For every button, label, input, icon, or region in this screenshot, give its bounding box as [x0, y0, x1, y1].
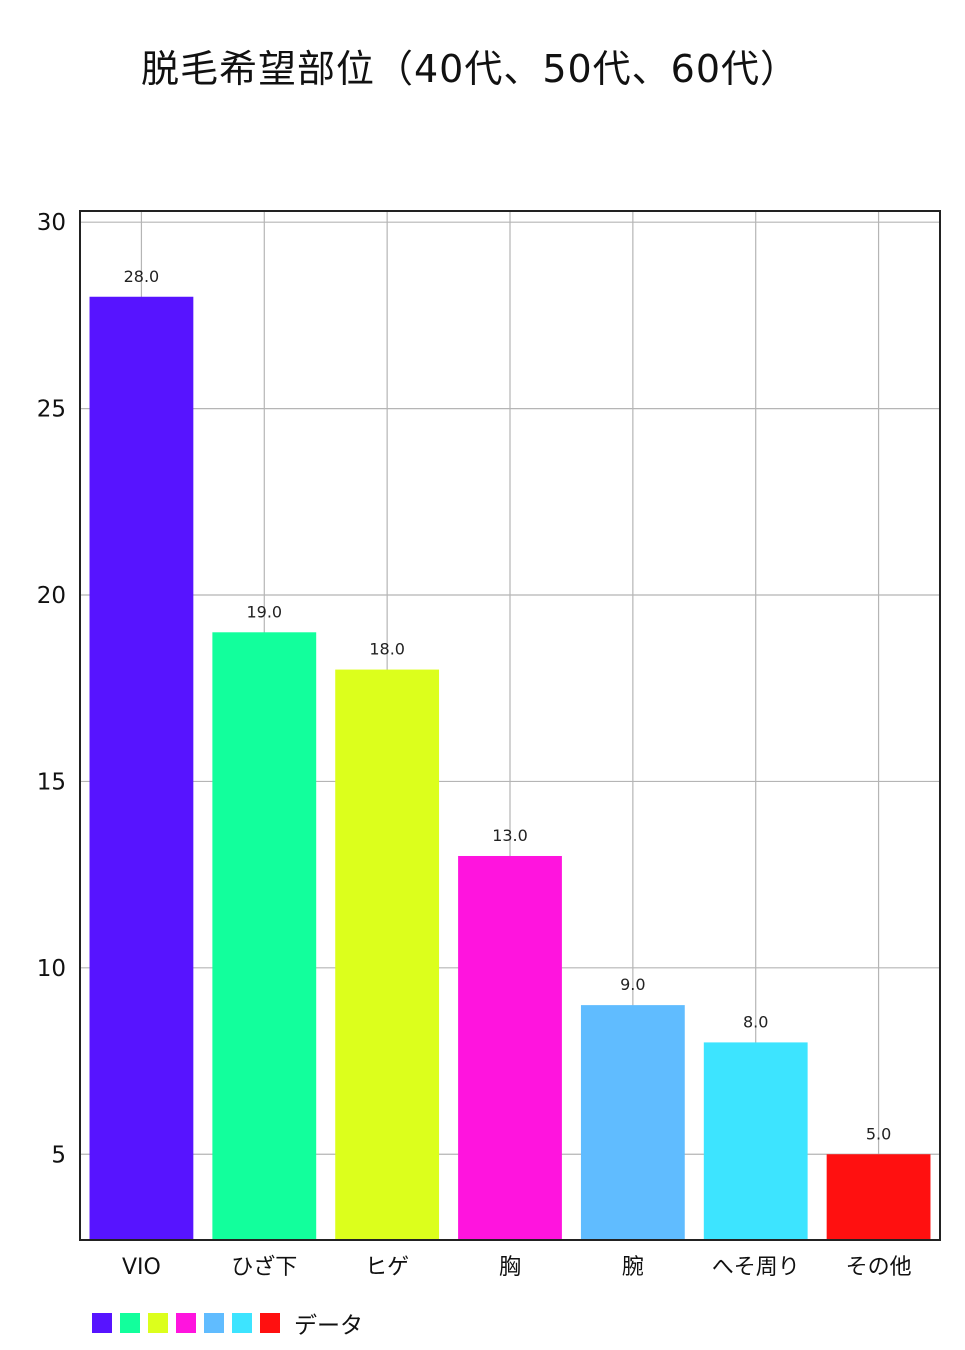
data-label: 13.0: [492, 826, 528, 845]
bars: [89, 296, 931, 1240]
y-tick-label: 30: [37, 210, 66, 236]
y-tick-label: 10: [37, 956, 66, 982]
legend-series-label: データ: [294, 1313, 363, 1339]
legend-swatches: [92, 1313, 288, 1333]
x-tick-label: その他: [846, 1255, 912, 1280]
x-tick-label: VIO: [122, 1255, 161, 1280]
legend-swatch: [120, 1313, 140, 1333]
chart-title: 脱毛希望部位（40代、50代、60代）: [140, 47, 800, 91]
x-tick-label: ひざ下: [231, 1254, 297, 1280]
y-tick-label: 5: [51, 1142, 66, 1168]
data-label: 5.0: [866, 1124, 891, 1143]
x-tick-label: ヒゲ: [365, 1255, 409, 1280]
bar: [335, 669, 440, 1240]
y-axis-ticks: 5 10 15 20 25 30: [37, 210, 66, 1168]
legend-swatch: [176, 1313, 196, 1333]
bar: [580, 1005, 685, 1240]
x-tick-label: 胸: [499, 1255, 521, 1280]
bar: [458, 855, 562, 1240]
data-label: 9.0: [620, 975, 645, 994]
plot-frame: [79, 210, 941, 1241]
data-labels: 28.0 19.0 18.0 13.0 9.0 8.0 5.0: [124, 267, 892, 1144]
x-axis-categories: VIO ひざ下 ヒゲ 胸 腕 へそ周り その他: [122, 1254, 912, 1280]
legend-swatch: [260, 1313, 280, 1333]
legend-swatch: [204, 1313, 224, 1333]
legend-swatch: [92, 1313, 112, 1333]
legend-swatch: [232, 1313, 252, 1333]
data-label: 19.0: [246, 602, 282, 621]
y-tick-label: 25: [37, 397, 66, 423]
bar: [89, 296, 194, 1240]
y-tick-label: 20: [37, 583, 66, 609]
legend-swatch: [148, 1313, 168, 1333]
x-tick-label: 腕: [622, 1255, 644, 1280]
data-label: 8.0: [743, 1012, 768, 1031]
bar: [703, 1042, 808, 1240]
legend: データ: [92, 1306, 363, 1340]
data-label: 18.0: [369, 640, 405, 659]
data-label: 28.0: [124, 267, 160, 286]
bar: [212, 632, 317, 1240]
y-tick-label: 15: [37, 769, 66, 795]
x-tick-label: へそ周り: [712, 1255, 800, 1280]
bar: [826, 1154, 931, 1240]
